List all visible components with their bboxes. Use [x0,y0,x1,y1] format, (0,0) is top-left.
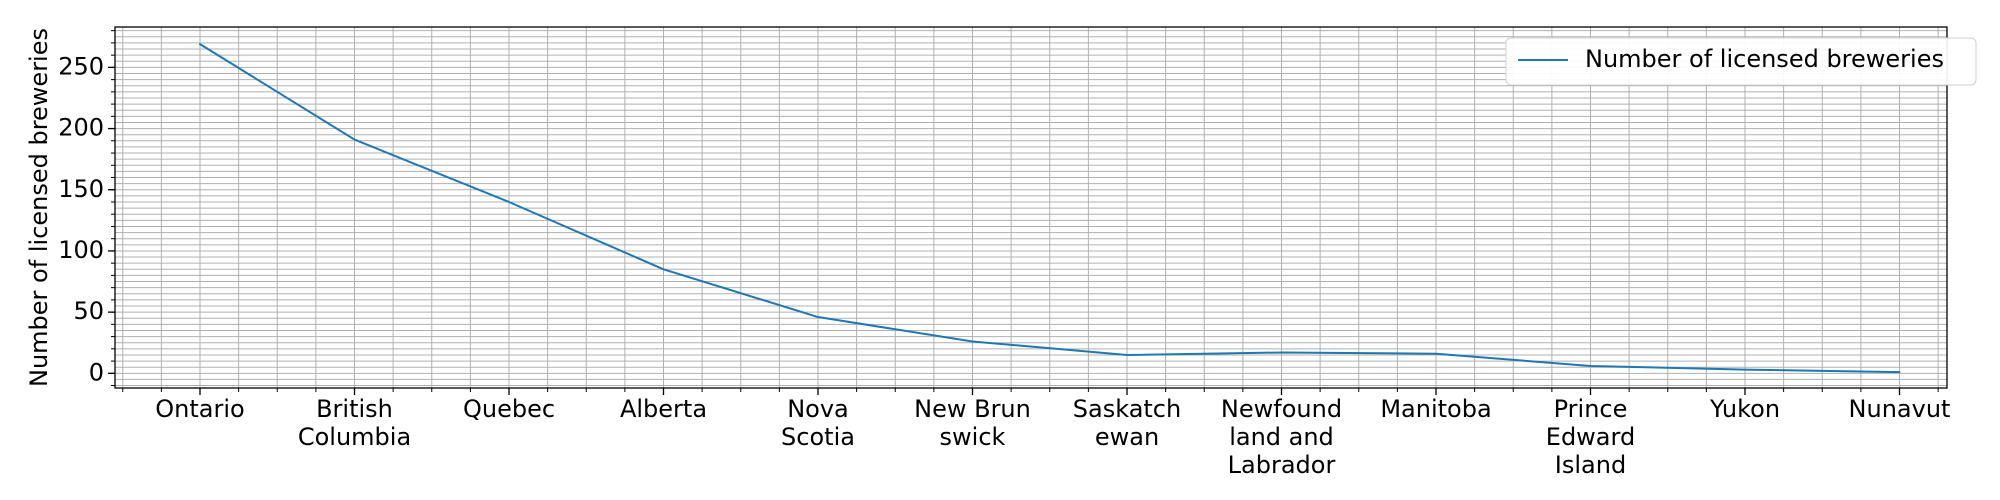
legend-box [1505,37,1977,86]
series-line [199,43,1901,374]
x-tick-label: Quebec [463,395,555,423]
y-tick-label: 150 [58,175,104,203]
x-tick-label: New Brun swick [914,395,1031,451]
x-tick-label-line: Prince [1554,395,1628,423]
x-tick-label-line: Manitoba [1380,395,1491,423]
x-tick-label-line: ewan [1095,423,1159,451]
x-tick-label: Manitoba [1380,395,1491,423]
y-tick-label: 50 [73,297,104,325]
x-tick-label-line: British [316,395,393,423]
x-tick-label-line: Nova [787,395,849,423]
x-tick-label-line: Ontario [155,395,244,423]
legend-label: Number of licensed breweries [1585,45,1944,73]
x-tick-label-line: Quebec [463,395,555,423]
series-layer [199,43,1901,374]
grid [115,27,1947,388]
y-tick-label: 200 [58,114,104,142]
x-tick-label: Saskatch ewan [1073,395,1181,451]
y-tick-label: 100 [58,236,104,264]
x-tick-label-line: Scotia [781,423,855,451]
x-tick-label: Ontario [155,395,244,423]
x-tick-label-line: Yukon [1709,395,1780,423]
legend: Number of licensed breweries [1505,37,1977,86]
x-tick-label-line: swick [940,423,1006,451]
x-tick-label-line: Columbia [298,423,411,451]
x-tick-label: Nova Scotia [781,395,855,451]
y-tick-label: 0 [89,358,104,386]
y-tick-label: 250 [58,52,104,80]
x-tick-label: British Columbia [298,395,411,451]
x-tick-label-line: Island [1555,451,1626,479]
x-tick-label: Nunavut [1849,395,1951,423]
x-tick-label-line: land and [1229,423,1334,451]
x-tick-label: Prince Edward Island [1546,395,1635,479]
y-axis: 0 50 100 150 200 250 [58,30,115,386]
x-tick-label: Yukon [1709,395,1780,423]
x-tick-label-line: Alberta [620,395,707,423]
y-axis-label: Number of licensed breweries [25,28,53,387]
x-tick-label-line: Labrador [1228,451,1336,479]
x-tick-label-line: New Brun [914,395,1031,423]
plot-frame [114,26,1948,389]
x-tick-label-line: Newfound [1221,395,1342,423]
x-tick-label: Newfound land and Labrador [1221,395,1342,479]
x-tick-label-line: Saskatch [1073,395,1181,423]
x-tick-label-line: Edward [1546,423,1635,451]
x-tick-label: Alberta [620,395,707,423]
x-tick-label-line: Nunavut [1849,395,1951,423]
